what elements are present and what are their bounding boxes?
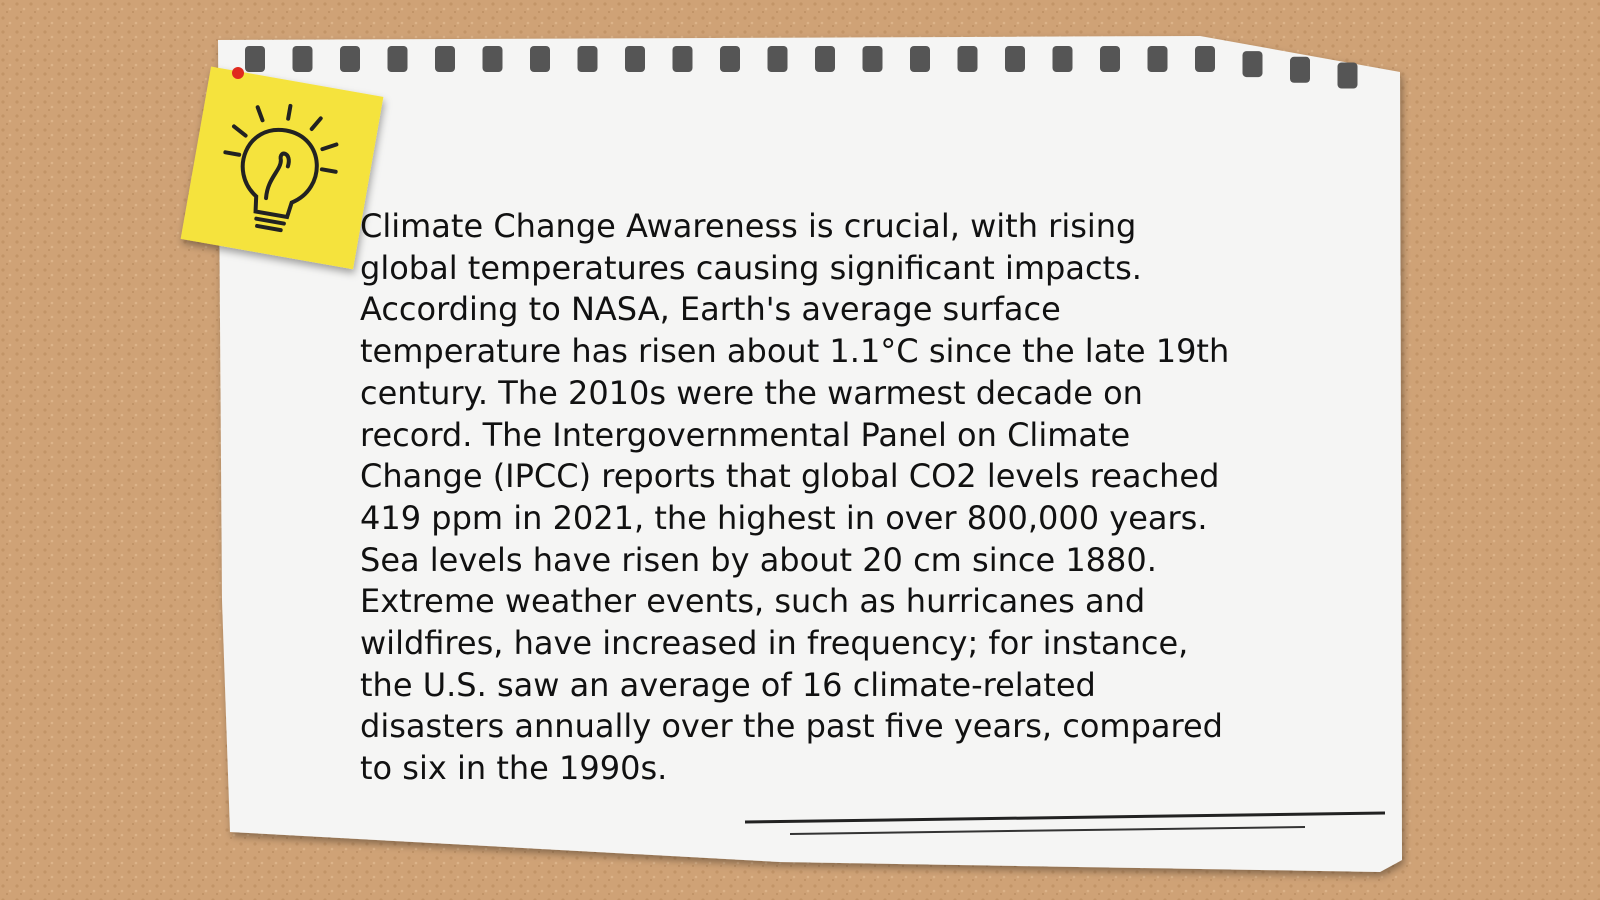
binder-hole (577, 46, 598, 72)
text-line: disasters annually over the past five ye… (360, 707, 1223, 746)
binder-hole (1337, 62, 1358, 89)
binder-hole (1195, 46, 1215, 72)
binder-hole (482, 46, 503, 72)
binder-hole (720, 46, 740, 72)
binder-hole (292, 46, 313, 72)
binder-hole (672, 46, 693, 72)
binder-hole (625, 46, 645, 72)
text-line: Change (IPCC) reports that global CO2 le… (360, 457, 1220, 496)
binder-hole (1290, 56, 1310, 83)
binder-hole (957, 46, 978, 72)
binder-hole (910, 46, 930, 72)
text-line: Extreme weather events, such as hurrican… (360, 582, 1146, 621)
binder-hole (387, 46, 408, 72)
binder-hole (340, 46, 360, 72)
binder-hole (435, 46, 455, 72)
text-line: temperature has risen about 1.1°C since … (360, 332, 1230, 371)
text-line: century. The 2010s were the warmest deca… (360, 373, 1143, 412)
underline (744, 811, 1386, 824)
text-line: the U.S. saw an average of 16 climate-re… (360, 665, 1096, 704)
binder-hole (815, 46, 835, 72)
note-text: Climate Change Awareness is crucial, wit… (360, 206, 1260, 790)
binder-hole (767, 46, 788, 72)
text-line: Climate Change Awareness is crucial, wit… (360, 207, 1137, 245)
sticky-note (180, 66, 384, 270)
binder-holes (245, 46, 1358, 89)
text-line: to six in the 1990s. (360, 749, 668, 788)
underline (789, 826, 1306, 835)
lightbulb-icon (223, 103, 339, 233)
pin (232, 67, 244, 79)
text-line: record. The Intergovernmental Panel on C… (360, 415, 1131, 454)
binder-hole (1147, 46, 1168, 72)
text-line: global temperatures causing significant … (360, 248, 1142, 287)
binder-hole (1100, 46, 1120, 72)
binder-hole (862, 46, 883, 72)
binder-hole (1005, 46, 1025, 72)
paper (218, 36, 1402, 872)
binder-hole (530, 46, 550, 72)
text-line: wildfires, have increased in frequency; … (360, 624, 1189, 663)
text-line: 419 ppm in 2021, the highest in over 800… (360, 498, 1208, 537)
text-line: According to NASA, Earth's average surfa… (360, 290, 1061, 329)
binder-hole (245, 46, 265, 72)
binder-hole (1052, 46, 1073, 72)
binder-hole (1242, 51, 1263, 78)
text-line: Sea levels have risen by about 20 cm sin… (360, 540, 1157, 579)
